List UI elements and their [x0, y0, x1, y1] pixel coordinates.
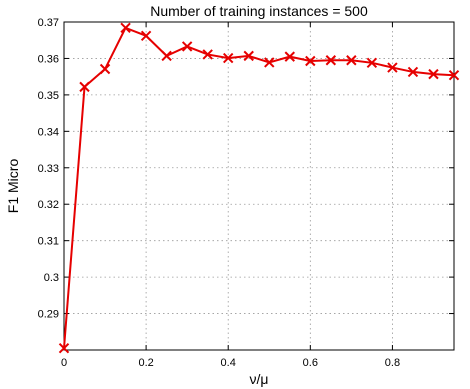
y-tick-label: 0.32 — [38, 199, 59, 211]
data-point-marker — [346, 55, 357, 66]
x-tick-label: 0.8 — [385, 357, 400, 369]
data-point-marker — [120, 22, 131, 34]
y-tick-label: 0.3 — [44, 272, 59, 284]
data-point-marker — [181, 41, 193, 52]
data-point-marker — [428, 68, 439, 80]
data-point-marker — [264, 57, 275, 68]
data-point-marker — [223, 52, 234, 64]
data-point-marker — [243, 50, 254, 62]
plot-frame — [63, 21, 455, 351]
data-point-marker — [305, 55, 316, 67]
y-tick-label: 0.31 — [38, 236, 59, 248]
x-tick-label: 0 — [61, 357, 67, 369]
data-point-marker — [284, 51, 295, 62]
x-tick-label: 0.4 — [221, 357, 236, 369]
data-point-marker — [202, 49, 213, 60]
y-tick-label: 0.35 — [38, 90, 59, 102]
data-point-marker — [366, 57, 378, 69]
y-tick-label: 0.37 — [38, 17, 59, 29]
data-point-marker — [325, 55, 337, 66]
y-axis-label: F1 Micro — [5, 159, 21, 214]
data-point-marker — [58, 342, 70, 354]
series-line — [63, 26, 455, 349]
data-point-marker — [79, 81, 90, 93]
chart-title: Number of training instances = 500 — [150, 3, 368, 19]
series-layer — [58, 22, 460, 354]
data-point-marker — [407, 66, 419, 78]
data-point-marker — [99, 63, 111, 75]
data-point-marker — [161, 50, 172, 62]
data-point-marker — [387, 62, 398, 73]
x-tick-label: 0.2 — [138, 357, 153, 369]
tick-layer: 0 0.2 0.4 0.6 0.8 0.29 0.3 0.31 0.32 0.33 0.34 0.35… — [38, 17, 454, 369]
x-tick-label: 0.6 — [303, 357, 318, 369]
x-axis-label: ν/μ — [250, 371, 269, 387]
data-point-marker — [140, 30, 152, 42]
y-tick-label: 0.33 — [38, 163, 59, 175]
data-point-marker — [448, 70, 460, 81]
y-tick-label: 0.34 — [38, 126, 59, 138]
y-tick-label: 0.29 — [38, 309, 59, 321]
y-tick-label: 0.36 — [38, 53, 59, 65]
